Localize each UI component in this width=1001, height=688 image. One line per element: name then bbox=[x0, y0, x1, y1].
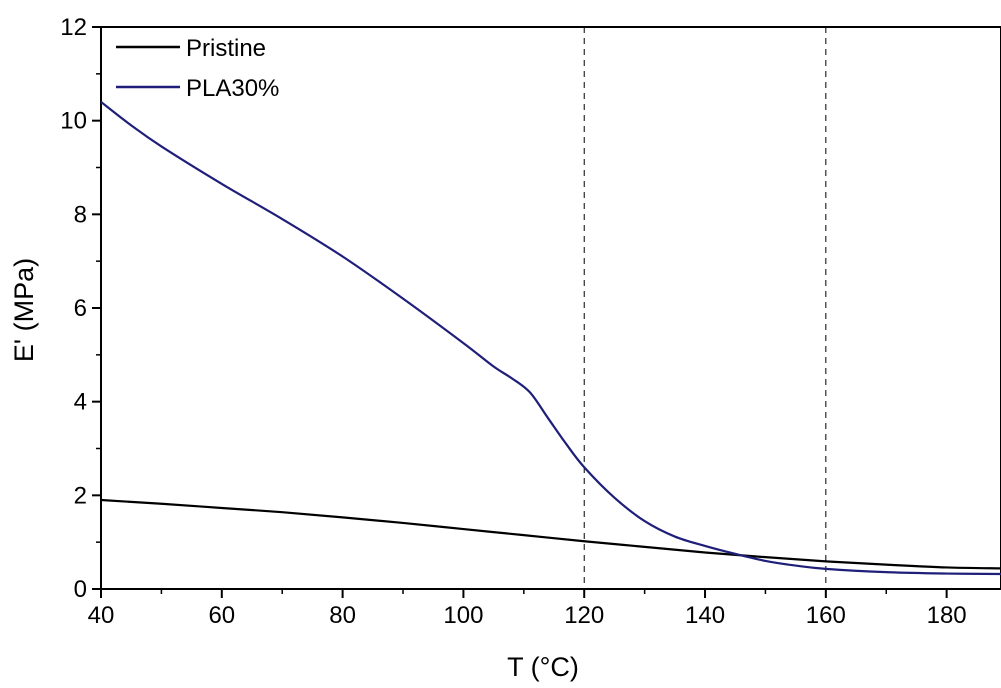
x-tick-label: 100 bbox=[443, 602, 483, 629]
y-axis-title: E' (MPa) bbox=[9, 258, 39, 362]
x-tick-label: 40 bbox=[88, 602, 115, 629]
y-tick-label: 0 bbox=[74, 576, 87, 603]
x-tick-label: 180 bbox=[927, 602, 967, 629]
series-line-pristine bbox=[100, 498, 1001, 570]
x-tick-label: 160 bbox=[806, 602, 846, 629]
x-tick-label: 60 bbox=[208, 602, 235, 629]
x-axis-title: T (°C) bbox=[507, 652, 579, 682]
series-line-pla30 bbox=[100, 101, 1001, 576]
y-tick-label: 8 bbox=[74, 201, 87, 228]
y-tick-label: 10 bbox=[60, 108, 87, 135]
legend-label: Pristine bbox=[186, 35, 266, 62]
y-tick-label: 12 bbox=[60, 14, 87, 41]
y-tick-label: 6 bbox=[74, 295, 87, 322]
x-tick-label: 80 bbox=[329, 602, 356, 629]
x-tick-label: 120 bbox=[564, 602, 604, 629]
plot-frame bbox=[100, 26, 1001, 590]
y-tick-label: 2 bbox=[74, 482, 87, 509]
x-tick-label: 140 bbox=[685, 602, 725, 629]
y-tick-label: 4 bbox=[74, 389, 87, 416]
legend-label: PLA30% bbox=[186, 75, 279, 102]
